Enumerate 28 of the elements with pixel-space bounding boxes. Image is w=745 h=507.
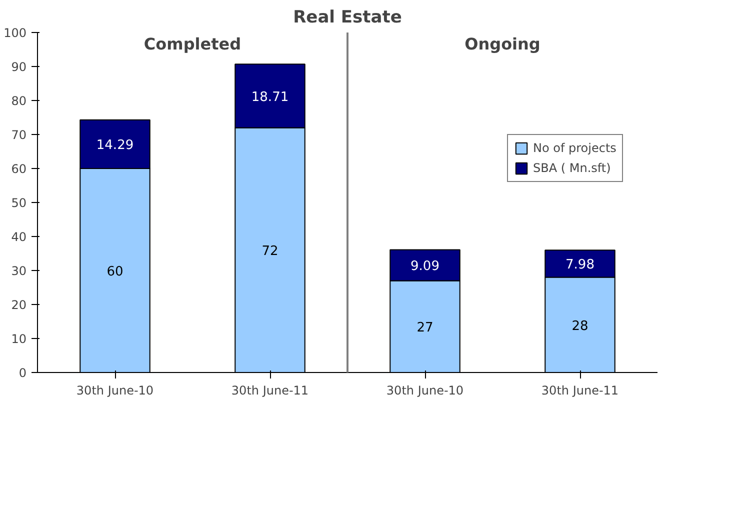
x-tick-label: 30th June-10 [76, 384, 154, 398]
legend-label: No of projects [533, 141, 616, 155]
y-tick-label: 90 [11, 60, 27, 74]
data-label: 28 [572, 318, 588, 334]
data-label: 72 [262, 244, 278, 260]
y-tick-label: 80 [11, 94, 27, 108]
y-tick-label: 100 [4, 26, 26, 40]
x-tick-label: 30th June-11 [541, 384, 619, 398]
y-tick-label: 50 [11, 196, 27, 210]
annotation: Completed [144, 34, 242, 54]
y-tick-label: 60 [11, 162, 27, 176]
legend-label: SBA ( Mn.sft) [533, 161, 611, 175]
data-label: 18.71 [251, 90, 289, 105]
x-tick-label: 30th June-11 [231, 384, 309, 398]
data-label: 7.98 [566, 258, 594, 273]
y-tick-label: 30 [11, 264, 27, 278]
x-tick-label: 30th June-10 [386, 384, 464, 398]
y-tick-label: 10 [11, 332, 27, 346]
y-tick-label: 40 [11, 230, 27, 244]
data-label: 9.09 [410, 259, 440, 274]
y-tick-label: 0 [18, 366, 27, 380]
data-label: 14.29 [96, 138, 134, 154]
data-label: 60 [106, 264, 124, 280]
data-label: 27 [416, 320, 434, 336]
y-tick-label: 70 [11, 128, 27, 142]
annotation: Ongoing [464, 34, 540, 54]
y-tick-label: 20 [11, 298, 27, 312]
chart-title: Real Estate [293, 8, 402, 28]
